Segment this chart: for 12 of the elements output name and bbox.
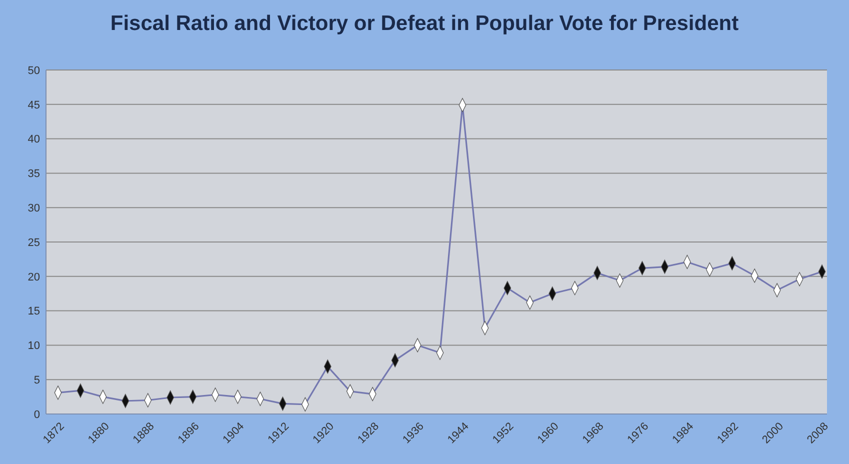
y-tick-label: 35 <box>28 168 40 180</box>
y-tick-label: 15 <box>28 306 40 318</box>
y-tick-label: 40 <box>28 134 40 146</box>
chart-title: Fiscal Ratio and Victory or Defeat in Popular Vote for President <box>110 12 739 35</box>
y-tick-label: 25 <box>28 236 40 249</box>
y-tick-label: 5 <box>34 374 40 386</box>
y-tick-label: 20 <box>28 271 40 284</box>
y-tick-label: 50 <box>28 64 40 77</box>
y-tick-label: 30 <box>28 202 40 214</box>
y-tick-label: 45 <box>28 99 40 112</box>
y-tick-label: 10 <box>28 340 40 352</box>
y-tick-label: 0 <box>34 408 40 421</box>
